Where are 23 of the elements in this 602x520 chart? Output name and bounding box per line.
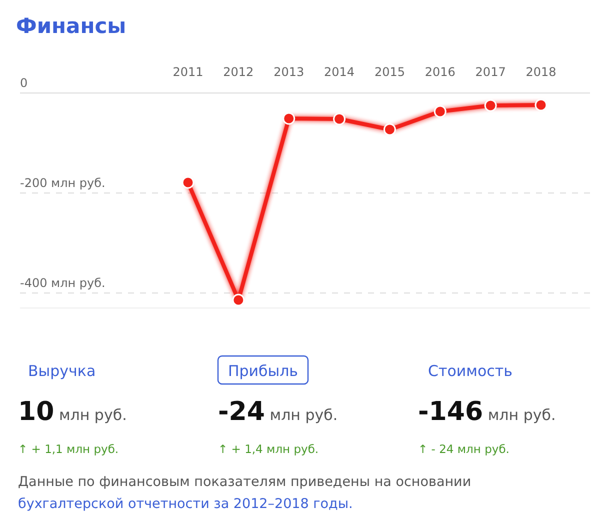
x-tick-label: 2018 (526, 65, 556, 79)
x-tick-label: 2016 (424, 65, 456, 79)
x-tick-label: 2012 (223, 65, 254, 79)
x-tick-label: 2011 (172, 65, 204, 79)
x-tick-label: 2014 (324, 65, 355, 79)
category-label: Выручка (28, 362, 96, 380)
x-tick-label: 2013 (274, 65, 304, 79)
text: ↑ + 1,4 млн руб. (218, 442, 319, 456)
x-tick-label: 2017 (475, 65, 506, 79)
text: -24 млн руб. (218, 397, 338, 427)
y-tick-label: 0 (20, 76, 28, 90)
chart-title: Финансы (16, 14, 126, 38)
text: ↑ + 1,1 млн руб. (18, 442, 119, 456)
y-tick-label: -200 млн руб. (20, 176, 106, 190)
text: 10 млн руб. (18, 397, 127, 427)
text: ↑ - 24 млн руб. (418, 442, 510, 456)
y-tick-label: -400 млн руб. (20, 276, 106, 290)
text: Данные по финансовым показателям приведены на основании (18, 474, 472, 490)
x-tick-label: 2015 (374, 65, 405, 79)
text: бухгалтерской отчетности за 2012–2018 годы. (18, 496, 353, 512)
category-label: Стоимость (428, 362, 512, 380)
category-label: Прибыль (228, 362, 298, 380)
text: -146 млн руб. (418, 397, 556, 427)
